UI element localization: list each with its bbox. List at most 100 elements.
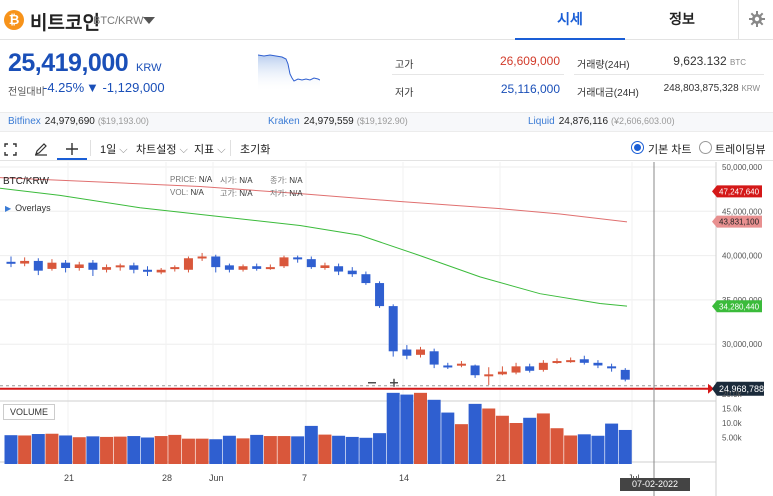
candle-body xyxy=(279,257,289,267)
coin-dropdown-icon[interactable] xyxy=(143,17,155,24)
active-tool-indicator xyxy=(57,158,87,160)
ohlc-key: PRICE: xyxy=(170,175,197,184)
ohlc-key: 저가: xyxy=(270,189,287,198)
price-unit: KRW xyxy=(136,62,162,74)
x-tick-label: 21 xyxy=(496,473,506,483)
volume-tick-label: 20.0k xyxy=(722,390,743,399)
fullscreen-icon[interactable] xyxy=(4,143,17,156)
tab-market[interactable]: 시세 xyxy=(515,0,625,40)
price-chart[interactable]: 50,000,00045,000,00040,000,00035,000,000… xyxy=(0,162,773,496)
exchange-usd-price: ($19,192.90) xyxy=(356,116,408,126)
price-tick-label: 50,000,000 xyxy=(722,163,763,172)
candle-body xyxy=(197,256,207,259)
amount-value: 248,803,875,328 KRW xyxy=(640,83,760,94)
exchange-price: 24,979,559 xyxy=(303,116,354,127)
exchange-kraken[interactable]: Kraken 24,979,559 ($19,192.90) xyxy=(268,116,408,127)
stats-divider xyxy=(574,74,764,75)
overlays-toggle[interactable]: ▶ Overlays xyxy=(5,203,51,213)
candle-body xyxy=(388,306,398,352)
coin-header: ₿ 비트코인 BTC/KRW 시세 정보 xyxy=(0,0,773,40)
x-tick-label: 28 xyxy=(162,473,172,483)
volume-bar xyxy=(222,435,236,464)
volume-bar xyxy=(495,415,509,464)
candle-body xyxy=(579,359,589,363)
candle-body xyxy=(224,265,234,270)
change-amount: ▼ -1,129,000 xyxy=(86,80,165,95)
reset-button[interactable]: 초기화 xyxy=(240,144,271,156)
candle-body xyxy=(620,369,630,380)
current-price-arrow-icon xyxy=(708,383,714,394)
ohlc-open: 시가: N/A xyxy=(220,175,253,186)
volume-bar xyxy=(86,436,100,464)
change-label: 전일대비 xyxy=(8,87,45,98)
candle-body xyxy=(402,349,412,356)
gear-icon xyxy=(749,11,765,27)
price-tag-label: 43,831,100 xyxy=(719,218,760,227)
chart-settings-menu[interactable]: 차트설정 ⌵ xyxy=(136,141,188,157)
chart-canvas[interactable]: 50,000,00045,000,00040,000,00035,000,000… xyxy=(0,162,773,496)
exchange-name: Liquid xyxy=(528,116,555,127)
basic-chart-label[interactable]: 기본 차트 xyxy=(648,144,692,156)
volume-bar xyxy=(482,408,496,464)
ohlc-value: N/A xyxy=(289,176,303,185)
tab-info[interactable]: 정보 xyxy=(669,11,695,27)
overlays-label: Overlays xyxy=(15,203,51,213)
volume-bar xyxy=(113,436,127,464)
volume-bar xyxy=(4,435,18,464)
pencil-icon[interactable] xyxy=(34,142,48,156)
candle-body xyxy=(252,266,262,269)
candle-body xyxy=(347,270,357,275)
volume-bar xyxy=(31,434,45,464)
volume-bar xyxy=(414,392,427,464)
exchange-name: Kraken xyxy=(268,116,300,127)
x-tick-label: 21 xyxy=(64,473,74,483)
volume-bar xyxy=(536,413,550,464)
volume-bar xyxy=(332,435,346,464)
volume-bar xyxy=(509,423,523,464)
chevron-down-icon: ⌵ xyxy=(116,144,128,156)
volume-bar xyxy=(127,436,141,464)
volume-bar xyxy=(250,434,264,464)
candle-body xyxy=(525,366,535,371)
price-tag-label: 34,280,440 xyxy=(719,302,760,311)
chevron-down-icon: ⌵ xyxy=(214,144,226,156)
tab-bar: 시세 정보 xyxy=(515,0,735,40)
volume-bar xyxy=(454,424,468,464)
candle-body xyxy=(265,267,275,270)
volume-bar xyxy=(154,436,168,464)
volume-bar xyxy=(195,438,209,464)
candle-body xyxy=(74,264,84,269)
tradingview-radio[interactable] xyxy=(699,141,712,154)
exchange-jpy-price: (¥2,606,603.00) xyxy=(611,116,675,126)
x-tick-label: 14 xyxy=(399,473,409,483)
exchange-price-bar: Bitfinex 24,979,690 ($19,193.00) Kraken 24,… xyxy=(0,112,773,132)
mini-price-chart xyxy=(258,54,320,92)
price-tick-label: 45,000,000 xyxy=(722,207,763,216)
volume-bar xyxy=(605,423,619,464)
volume-bar xyxy=(59,435,73,464)
volume-pane-label: VOLUME xyxy=(3,404,55,420)
candle-body xyxy=(538,362,548,370)
candle-body xyxy=(334,266,344,272)
exchange-price: 24,979,690 xyxy=(44,116,95,127)
exchange-name: Bitfinex xyxy=(8,116,41,127)
interval-select[interactable]: 1일 ⌵ xyxy=(100,141,128,157)
exchange-bitfinex[interactable]: Bitfinex 24,979,690 ($19,193.00) xyxy=(8,116,149,127)
crosshair-icon[interactable] xyxy=(65,142,79,156)
basic-chart-radio[interactable] xyxy=(631,141,644,154)
ma-mid-line xyxy=(0,187,628,307)
settings-button[interactable] xyxy=(738,0,773,40)
candle-body xyxy=(484,374,494,377)
tradingview-label[interactable]: 트레이딩뷰 xyxy=(715,144,766,156)
volume-bar xyxy=(318,434,332,464)
candle-body xyxy=(552,361,562,364)
volume-bar xyxy=(181,438,195,464)
price-tick-label: 30,000,000 xyxy=(722,340,763,349)
ohlc-key: 고가: xyxy=(220,189,237,198)
exchange-liquid[interactable]: Liquid 24,876,116 (¥2,606,603.00) xyxy=(528,116,675,127)
volume-bar xyxy=(263,436,277,464)
candle-body xyxy=(416,349,425,355)
candle-body xyxy=(88,262,98,270)
candle-body xyxy=(306,259,316,268)
indicators-menu[interactable]: 지표 ⌵ xyxy=(194,141,226,157)
